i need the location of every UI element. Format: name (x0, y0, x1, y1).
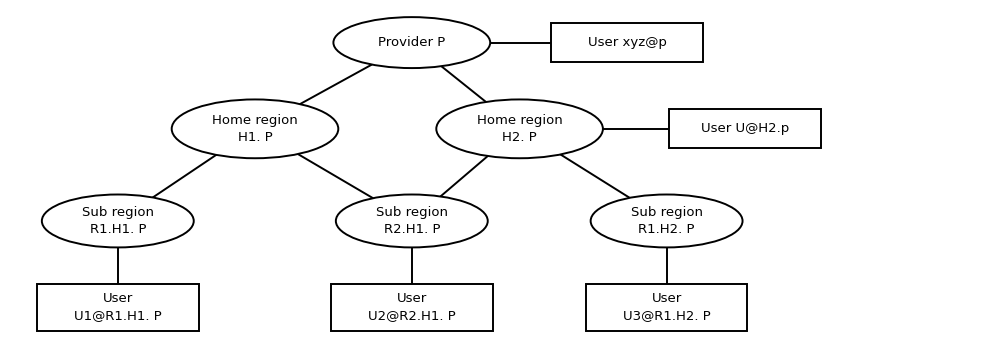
Text: User
U1@R1.H1. P: User U1@R1.H1. P (74, 292, 162, 322)
Text: Home region
H2. P: Home region H2. P (477, 114, 562, 144)
Ellipse shape (436, 99, 603, 158)
FancyBboxPatch shape (551, 23, 703, 62)
Ellipse shape (336, 194, 488, 248)
Text: Sub region
R2.H1. P: Sub region R2.H1. P (376, 206, 448, 236)
Ellipse shape (591, 194, 743, 248)
Text: Home region
H1. P: Home region H1. P (212, 114, 298, 144)
Text: User
U2@R2.H1. P: User U2@R2.H1. P (368, 292, 456, 322)
Ellipse shape (333, 17, 490, 68)
Text: Provider P: Provider P (378, 36, 445, 49)
Ellipse shape (42, 194, 194, 248)
Text: User U@H2.p: User U@H2.p (701, 122, 789, 135)
Text: User
U3@R1.H2. P: User U3@R1.H2. P (623, 292, 710, 322)
FancyBboxPatch shape (37, 284, 199, 331)
Text: User xyz@p: User xyz@p (588, 36, 667, 49)
Text: Sub region
R1.H2. P: Sub region R1.H2. P (631, 206, 703, 236)
FancyBboxPatch shape (331, 284, 493, 331)
FancyBboxPatch shape (669, 109, 821, 149)
FancyBboxPatch shape (586, 284, 747, 331)
Ellipse shape (172, 99, 338, 158)
Text: Sub region
R1.H1. P: Sub region R1.H1. P (82, 206, 154, 236)
